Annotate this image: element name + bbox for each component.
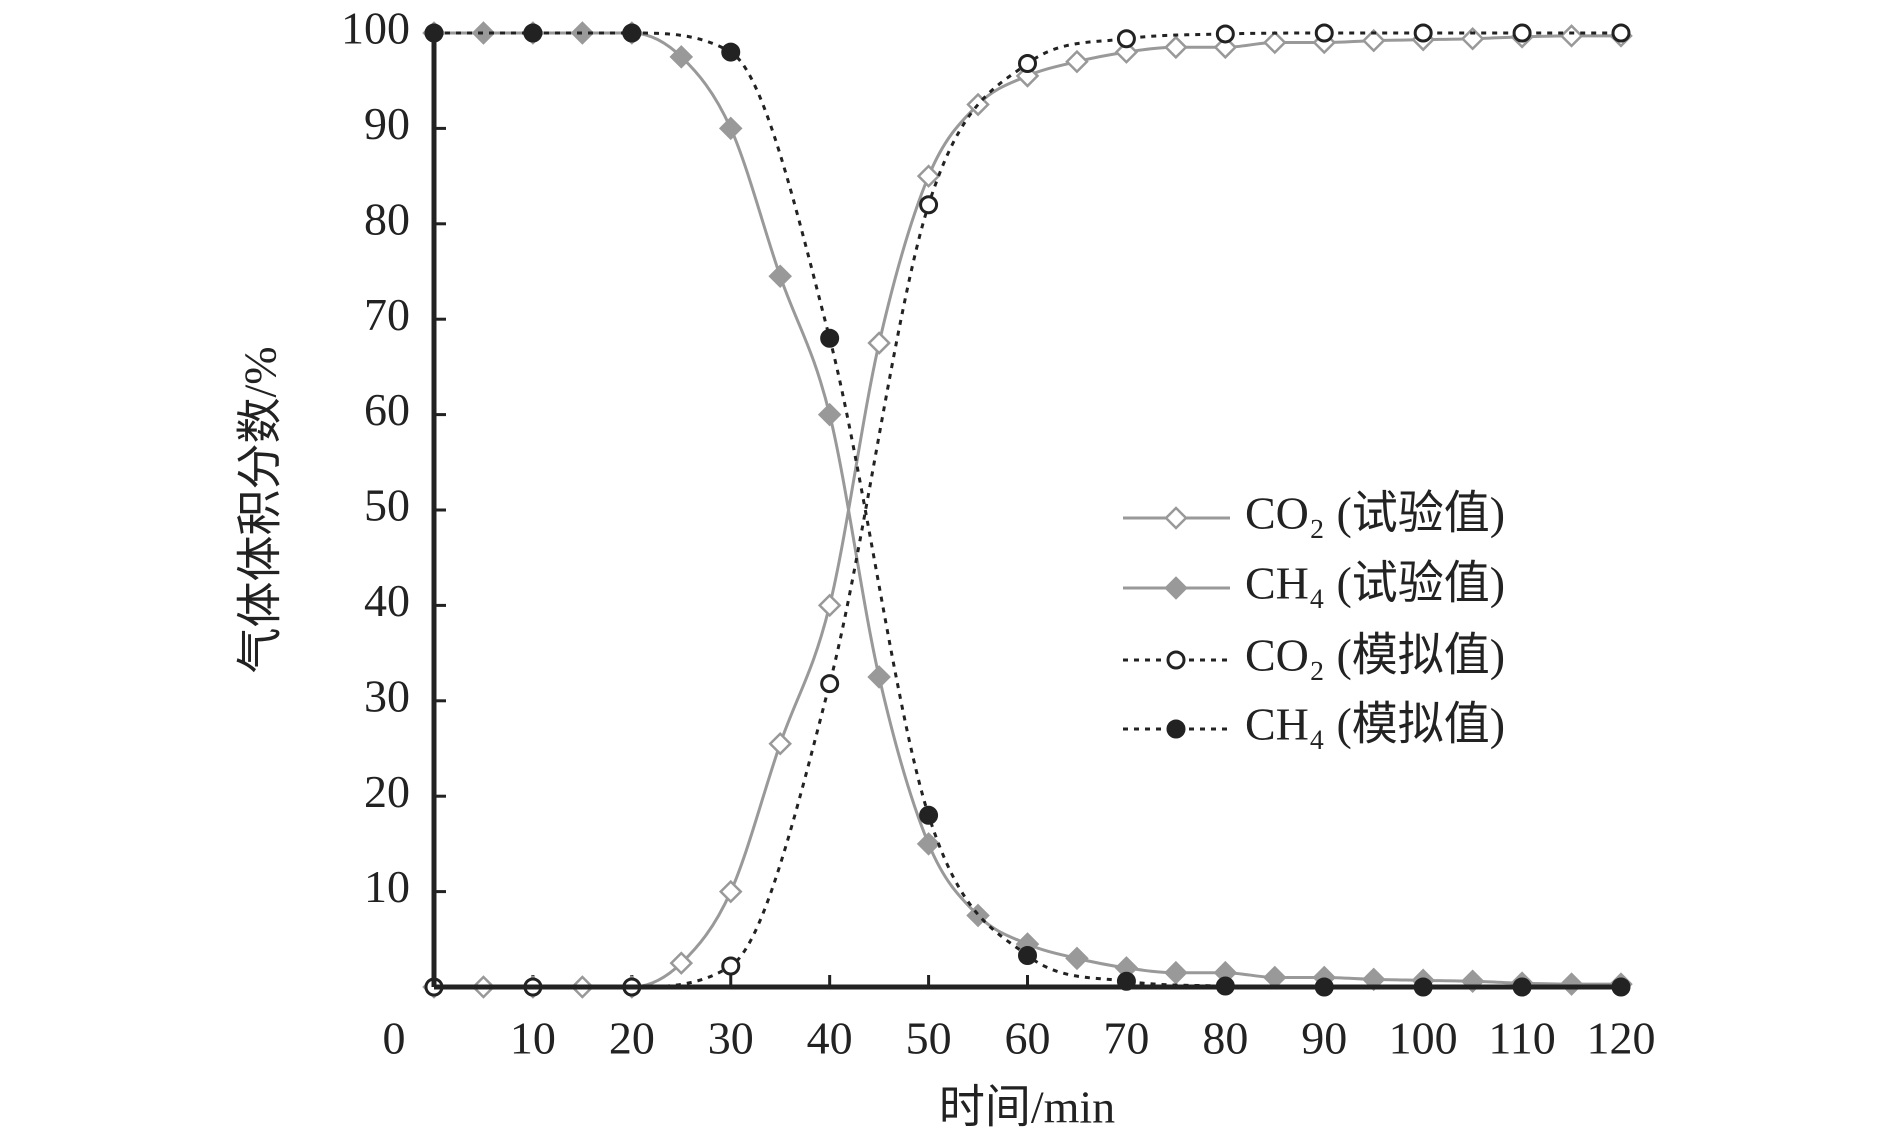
- x-tick-label: 20: [609, 1013, 655, 1064]
- legend-label: CH₄ (模拟值): [1245, 699, 1505, 750]
- data-point: [820, 328, 840, 348]
- data-point: [1065, 946, 1089, 971]
- data-point: [768, 731, 792, 756]
- data-point: [1413, 23, 1433, 43]
- data-point: [1263, 965, 1287, 990]
- data-point: [570, 21, 595, 45]
- data-point: [867, 331, 891, 355]
- legend-marker: [1164, 576, 1188, 600]
- data-point: [1116, 29, 1136, 49]
- legend-label: CO₂ (试验值): [1245, 488, 1505, 539]
- data-point: [1361, 28, 1386, 53]
- legend-label: CH₄ (试验值): [1245, 558, 1505, 609]
- data-point: [768, 264, 792, 289]
- legend-marker: [1166, 650, 1186, 670]
- x-tick-label: 10: [510, 1013, 556, 1064]
- data-point: [622, 23, 642, 43]
- x-axis-label: 时间/min: [939, 1082, 1115, 1133]
- y-tick-label: 100: [341, 3, 410, 54]
- legend-marker: [1164, 506, 1188, 530]
- data-point: [1559, 972, 1584, 996]
- data-point: [867, 665, 891, 689]
- data-point: [1164, 960, 1188, 985]
- data-point: [1114, 40, 1139, 64]
- data-point: [669, 951, 694, 975]
- series-line: [434, 34, 1621, 989]
- x-tick-label: 120: [1587, 1013, 1656, 1064]
- data-point: [1065, 49, 1089, 74]
- data-point: [471, 21, 496, 45]
- data-point: [669, 45, 694, 69]
- data-point: [817, 402, 842, 427]
- x-tick-label: 60: [1005, 1013, 1051, 1064]
- data-point: [1460, 26, 1485, 51]
- data-point: [916, 164, 941, 188]
- data-point: [721, 42, 741, 62]
- data-point: [1164, 35, 1188, 60]
- data-point: [718, 879, 743, 904]
- y-tick-label: 60: [364, 384, 410, 435]
- legend-label: CO₂ (模拟值): [1245, 630, 1505, 681]
- data-point: [1559, 24, 1584, 48]
- data-point: [916, 832, 941, 856]
- x-tick-label: 0: [383, 1013, 406, 1064]
- y-tick-label: 50: [364, 480, 410, 531]
- x-tick-label: 110: [1488, 1013, 1555, 1064]
- y-tick-label: 10: [364, 861, 410, 912]
- x-tick-label: 80: [1202, 1013, 1248, 1064]
- y-tick-label: 70: [364, 289, 410, 340]
- x-tick-label: 100: [1389, 1013, 1458, 1064]
- y-tick-label: 30: [364, 670, 410, 721]
- data-point: [721, 956, 741, 976]
- y-tick-label: 90: [364, 98, 410, 149]
- data-point: [1213, 35, 1238, 60]
- data-point: [1263, 30, 1287, 55]
- x-tick-label: 70: [1103, 1013, 1149, 1064]
- data-point: [919, 805, 939, 825]
- series-line: [434, 31, 1621, 986]
- data-point: [820, 674, 840, 694]
- y-axis-label: 气体体积分数/%: [235, 346, 286, 673]
- x-tick-label: 30: [708, 1013, 754, 1064]
- data-point: [919, 195, 939, 215]
- data-point: [1018, 946, 1037, 966]
- data-point: [1215, 24, 1235, 44]
- x-tick-label: 90: [1301, 1013, 1347, 1064]
- data-point: [1512, 23, 1532, 43]
- y-tick-label: 20: [364, 766, 410, 817]
- data-point: [718, 116, 743, 141]
- y-tick-label: 80: [364, 193, 410, 244]
- data-point: [523, 23, 543, 43]
- legend-marker: [1166, 719, 1186, 739]
- data-point: [1611, 23, 1631, 43]
- x-tick-label: 40: [807, 1013, 853, 1064]
- data-point: [1018, 54, 1037, 74]
- data-point: [817, 593, 842, 618]
- y-tick-label: 40: [364, 575, 410, 626]
- x-tick-label: 50: [906, 1013, 952, 1064]
- data-point: [1314, 23, 1334, 43]
